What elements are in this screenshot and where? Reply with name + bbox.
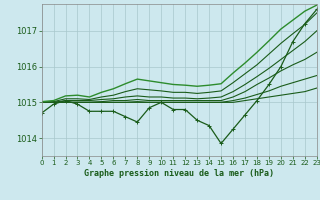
X-axis label: Graphe pression niveau de la mer (hPa): Graphe pression niveau de la mer (hPa) xyxy=(84,169,274,178)
